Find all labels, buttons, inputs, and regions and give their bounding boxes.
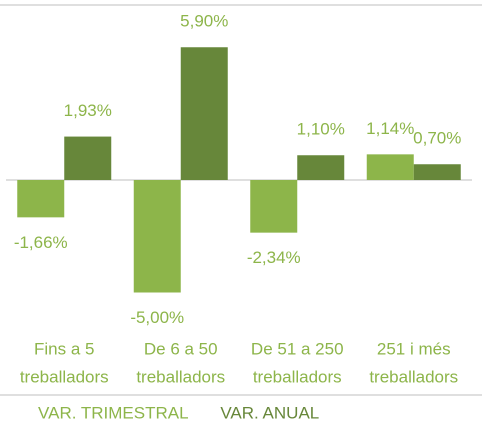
x-tick-label: 251 i més (377, 339, 451, 358)
value-label: 0,70% (413, 129, 461, 148)
bar (64, 136, 112, 180)
value-label: -2,34% (247, 248, 301, 267)
x-tick-label: treballadors (20, 367, 109, 386)
bar (17, 180, 65, 218)
legend-label: VAR. ANUAL (220, 403, 319, 422)
value-label: 1,10% (297, 120, 345, 139)
x-tick-label: De 51 a 250 (251, 339, 344, 358)
value-label: -1,66% (14, 233, 68, 252)
x-tick-label: treballadors (253, 367, 342, 386)
bar (297, 155, 345, 180)
x-tick-label: treballadors (136, 367, 225, 386)
bar (366, 154, 414, 180)
value-label: -5,00% (130, 308, 184, 327)
x-tick-label: De 6 a 50 (144, 339, 218, 358)
bar (413, 164, 461, 180)
bar (180, 47, 228, 180)
x-tick-label: treballadors (369, 367, 458, 386)
value-label: 1,14% (366, 119, 414, 138)
bar (133, 180, 181, 293)
x-tick-label: Fins a 5 (34, 339, 94, 358)
legend-label: VAR. TRIMESTRAL (38, 403, 189, 422)
value-label: 1,93% (64, 101, 112, 120)
bar (250, 180, 298, 233)
value-label: 5,90% (180, 12, 228, 31)
